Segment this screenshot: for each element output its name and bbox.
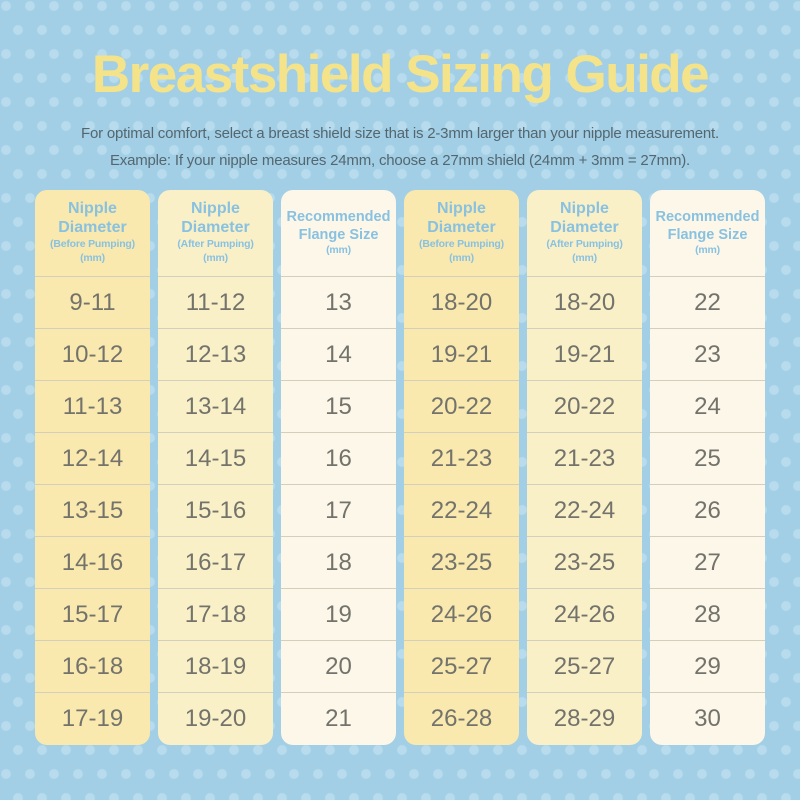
cell-after-pumping-left-row-8: 18-19: [158, 641, 273, 693]
subtitle: For optimal comfort, select a breast shi…: [0, 120, 800, 174]
cell-after-pumping-left-row-1: 11-12: [158, 277, 273, 329]
cell-flange-size-right-row-1: 22: [650, 277, 765, 329]
header-line: Nipple: [68, 200, 117, 218]
header-line: Nipple: [437, 200, 486, 218]
column-header-flange-size-left: Recommended Flange Size (mm): [281, 190, 396, 277]
cell-flange-size-left-row-5: 17: [281, 485, 396, 537]
header-subline: (mm): [203, 251, 228, 264]
cell-before-pumping-left-row-1: 9-11: [35, 277, 150, 329]
cell-after-pumping-right-row-7: 24-26: [527, 589, 642, 641]
header-line: Flange Size: [667, 227, 748, 244]
cell-before-pumping-right-row-3: 20-22: [404, 381, 519, 433]
header-line: Nipple: [560, 200, 609, 218]
column-header-before-pumping-right: Nipple Diameter (Before Pumping) (mm): [404, 190, 519, 277]
header-line: Diameter: [427, 219, 496, 237]
cell-flange-size-left-row-4: 16: [281, 433, 396, 485]
column-after-pumping-left: Nipple Diameter (After Pumping) (mm) 11-12 12…: [158, 190, 273, 745]
header-line: Diameter: [550, 219, 619, 237]
cell-flange-size-right-row-3: 24: [650, 381, 765, 433]
cell-flange-size-right-row-7: 28: [650, 589, 765, 641]
cell-after-pumping-left-row-6: 16-17: [158, 537, 273, 589]
cell-after-pumping-left-row-2: 12-13: [158, 329, 273, 381]
subtitle-line-1: For optimal comfort, select a breast shi…: [81, 125, 719, 142]
cell-after-pumping-right-row-1: 18-20: [527, 277, 642, 329]
cell-flange-size-right-row-2: 23: [650, 329, 765, 381]
cell-before-pumping-right-row-6: 23-25: [404, 537, 519, 589]
header-line: Flange Size: [298, 227, 379, 244]
cell-after-pumping-left-row-9: 19-20: [184, 705, 247, 732]
header-subline: (mm): [326, 244, 351, 257]
cell-flange-size-right-row-8: 29: [650, 641, 765, 693]
cell-before-pumping-left-row-9: 17-19: [61, 705, 124, 732]
cell-flange-size-right-row-5: 26: [650, 485, 765, 537]
cell-after-pumping-right-row-8: 25-27: [527, 641, 642, 693]
cell-before-pumping-right-row-8: 25-27: [404, 641, 519, 693]
cell-before-pumping-left-row-8: 16-18: [35, 641, 150, 693]
column-header-after-pumping-left: Nipple Diameter (After Pumping) (mm): [158, 190, 273, 277]
cell-after-pumping-right-row-5: 22-24: [527, 485, 642, 537]
page-title: Breastshield Sizing Guide: [91, 45, 710, 104]
column-flange-size-right: Recommended Flange Size (mm) 22 23 24 25 26 27 28…: [650, 190, 765, 745]
cell-flange-size-right-row-6: 27: [650, 537, 765, 589]
cell-before-pumping-right-row-2: 19-21: [404, 329, 519, 381]
header-subline: (After Pumping): [177, 238, 254, 251]
column-header-flange-size-right: Recommended Flange Size (mm): [650, 190, 765, 277]
cell-after-pumping-right-row-3: 20-22: [527, 381, 642, 433]
cell-flange-size-left-row-8: 20: [281, 641, 396, 693]
cell-after-pumping-right-row-2: 19-21: [527, 329, 642, 381]
header-line: Nipple: [191, 200, 240, 218]
header-subline: (Before Pumping): [419, 238, 504, 251]
header-subline: (mm): [80, 251, 105, 264]
header-line: Recommended: [286, 209, 391, 226]
cell-after-pumping-left-row-4: 14-15: [158, 433, 273, 485]
cell-after-pumping-left-row-7: 17-18: [158, 589, 273, 641]
column-after-pumping-right: Nipple Diameter (After Pumping) (mm) 18-20 19…: [527, 190, 642, 745]
cell-flange-size-left-row-6: 18: [281, 537, 396, 589]
cell-before-pumping-left-row-4: 12-14: [35, 433, 150, 485]
header-subline: (Before Pumping): [50, 238, 135, 251]
column-header-before-pumping-left: Nipple Diameter (Before Pumping) (mm): [35, 190, 150, 277]
cell-flange-size-left-row-2: 14: [281, 329, 396, 381]
header-subline: (mm): [449, 251, 474, 264]
header-subline: (After Pumping): [546, 238, 623, 251]
cell-before-pumping-right-row-1: 18-20: [404, 277, 519, 329]
column-before-pumping-left: Nipple Diameter (Before Pumping) (mm) 9-11 10…: [35, 190, 150, 745]
cell-after-pumping-right-row-6: 23-25: [527, 537, 642, 589]
cell-before-pumping-right-row-5: 22-24: [404, 485, 519, 537]
cell-before-pumping-left-row-3: 11-13: [35, 381, 150, 433]
header-line: Diameter: [181, 219, 250, 237]
cell-before-pumping-right-row-4: 21-23: [404, 433, 519, 485]
header-line: Recommended: [655, 209, 760, 226]
cell-before-pumping-left-row-2: 10-12: [35, 329, 150, 381]
header-subline: (mm): [695, 244, 720, 257]
column-header-after-pumping-right: Nipple Diameter (After Pumping) (mm): [527, 190, 642, 277]
cell-flange-size-right-row-9: 30: [694, 705, 721, 732]
cell-flange-size-right-row-4: 25: [650, 433, 765, 485]
column-before-pumping-right: Nipple Diameter (Before Pumping) (mm) 18-20 1…: [404, 190, 519, 745]
cell-flange-size-left-row-3: 15: [281, 381, 396, 433]
cell-before-pumping-left-row-7: 15-17: [35, 589, 150, 641]
cell-flange-size-left-row-7: 19: [281, 589, 396, 641]
header-line: Diameter: [58, 219, 127, 237]
header-subline: (mm): [572, 251, 597, 264]
subtitle-line-2: Example: If your nipple measures 24mm, c…: [109, 152, 691, 169]
cell-after-pumping-right-row-4: 21-23: [527, 433, 642, 485]
column-flange-size-left: Recommended Flange Size (mm) 13 14 15 16 17 18 19…: [281, 190, 396, 745]
cell-flange-size-left-row-1: 13: [281, 277, 396, 329]
cell-before-pumping-right-row-7: 24-26: [404, 589, 519, 641]
cell-flange-size-left-row-9: 21: [325, 705, 352, 732]
cell-before-pumping-left-row-5: 13-15: [35, 485, 150, 537]
sizing-table: Nipple Diameter (Before Pumping) (mm) 9-11 10…: [35, 190, 765, 745]
cell-after-pumping-left-row-3: 13-14: [158, 381, 273, 433]
cell-after-pumping-left-row-5: 15-16: [158, 485, 273, 537]
cell-before-pumping-right-row-9: 26-28: [430, 705, 493, 732]
cell-after-pumping-right-row-9: 28-29: [553, 705, 616, 732]
cell-before-pumping-left-row-6: 14-16: [35, 537, 150, 589]
